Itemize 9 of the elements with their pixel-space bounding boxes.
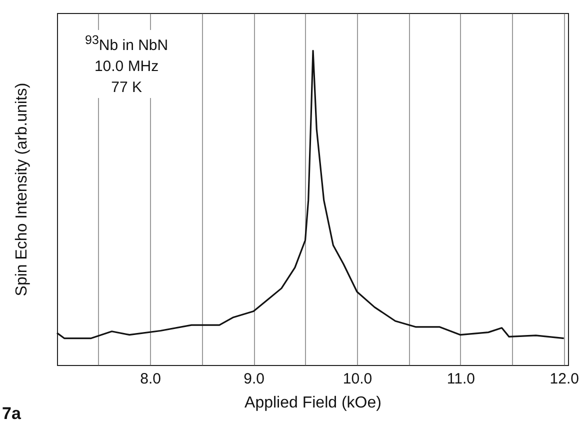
- x-axis-title: Applied Field (kOe): [244, 394, 382, 412]
- x-tick-label: 12.0: [550, 370, 579, 388]
- y-axis-title: Spin Echo Intensity (arb.units): [14, 82, 30, 296]
- x-tick-label: 8.0: [140, 370, 162, 388]
- text: 7a: [2, 404, 21, 424]
- annotation: $^{93}$Nb in NbN 10.0 MHz 77 K: [82, 30, 172, 98]
- x-tick-label: 10.0: [342, 370, 372, 388]
- x-tick-label: 11.0: [446, 370, 475, 388]
- x-tick-label: 9.0: [244, 370, 264, 388]
